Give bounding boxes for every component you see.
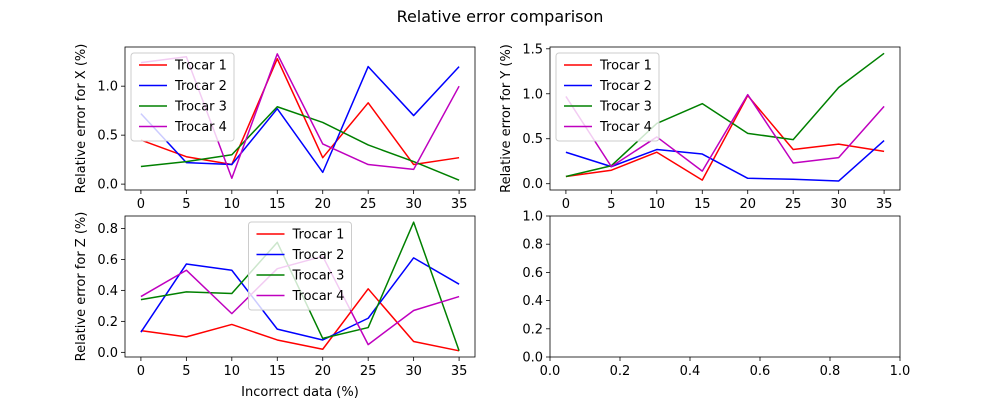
y-axis-label-y: Relative error for Y (%) [499, 44, 514, 193]
legend-label-z-trocar-2: Trocar 2 [292, 248, 345, 263]
y-tick-label-empty: 0.8 [522, 238, 543, 253]
legend-z: Trocar 1 Trocar 2 Trocar 3 Trocar 4 [249, 222, 352, 310]
y-axis-label-x: Relative error for X (%) [74, 44, 89, 194]
y-tick-label-z: 0.0 [97, 346, 118, 361]
x-tick-label-z: 25 [360, 364, 377, 379]
x-tick-label-empty: 1.0 [890, 364, 911, 379]
figure-suptitle: Relative error comparison [397, 7, 604, 26]
x-tick-label-z: 10 [224, 364, 241, 379]
legend-label-z-trocar-1: Trocar 1 [292, 228, 345, 243]
x-tick-label-y: 0 [562, 197, 570, 212]
x-tick-label-x: 20 [314, 197, 331, 212]
x-tick-label-y: 30 [830, 197, 847, 212]
legend-label-y-trocar-1: Trocar 1 [599, 59, 652, 74]
y-tick-label-empty: 0.6 [522, 266, 543, 281]
x-tick-label-z: 0 [137, 364, 145, 379]
x-tick-label-y: 35 [876, 197, 893, 212]
x-tick-label-x: 30 [405, 197, 422, 212]
legend-label-y-trocar-4: Trocar 4 [599, 120, 652, 135]
y-tick-label-x: 1.0 [97, 80, 118, 95]
x-axis-label-z: Incorrect data (%) [241, 385, 359, 400]
y-tick-label-x: 0.0 [97, 178, 118, 193]
x-tick-label-z: 15 [269, 364, 286, 379]
x-tick-label-y: 20 [739, 197, 756, 212]
x-tick-label-empty: 0.4 [680, 364, 701, 379]
y-tick-label-empty: 0.4 [522, 294, 543, 309]
x-tick-label-y: 25 [785, 197, 802, 212]
legend-label-x-trocar-1: Trocar 1 [174, 59, 227, 74]
x-tick-label-empty: 0.0 [540, 364, 561, 379]
y-tick-label-y: 0.5 [522, 132, 543, 147]
x-tick-label-empty: 0.6 [750, 364, 771, 379]
y-tick-label-z: 0.6 [97, 253, 118, 268]
x-tick-label-y: 15 [694, 197, 711, 212]
x-tick-label-z: 30 [405, 364, 422, 379]
y-tick-label-z: 0.2 [97, 315, 118, 330]
x-tick-label-x: 15 [269, 197, 286, 212]
x-tick-label-z: 20 [314, 364, 331, 379]
x-tick-label-empty: 0.8 [820, 364, 841, 379]
y-tick-label-empty: 1.0 [522, 210, 543, 225]
legend-label-z-trocar-4: Trocar 4 [292, 289, 345, 304]
legend-label-y-trocar-2: Trocar 2 [599, 79, 652, 94]
legend-x: Trocar 1 Trocar 2 Trocar 3 Trocar 4 [131, 53, 234, 141]
y-tick-label-y: 0.0 [522, 177, 543, 192]
x-tick-label-x: 10 [224, 197, 241, 212]
x-tick-label-x: 5 [182, 197, 190, 212]
y-tick-label-y: 1.0 [522, 87, 543, 102]
y-tick-label-x: 0.5 [97, 129, 118, 144]
legend-label-x-trocar-3: Trocar 3 [174, 100, 227, 115]
y-tick-label-empty: 0.2 [522, 322, 543, 337]
legend-y: Trocar 1 Trocar 2 Trocar 3 Trocar 4 [556, 53, 659, 141]
y-tick-label-y: 1.5 [522, 42, 543, 57]
x-tick-label-x: 25 [360, 197, 377, 212]
x-tick-label-empty: 0.2 [610, 364, 631, 379]
y-tick-label-z: 0.4 [97, 284, 118, 299]
x-tick-label-y: 5 [607, 197, 615, 212]
legend-label-x-trocar-4: Trocar 4 [174, 120, 227, 135]
x-tick-label-z: 35 [451, 364, 468, 379]
y-tick-label-z: 0.8 [97, 222, 118, 237]
x-tick-label-y: 10 [649, 197, 666, 212]
legend-label-y-trocar-3: Trocar 3 [599, 100, 652, 115]
legend-label-x-trocar-2: Trocar 2 [174, 79, 227, 94]
y-tick-label-empty: 0.0 [522, 351, 543, 366]
legend-label-z-trocar-3: Trocar 3 [292, 269, 345, 284]
x-tick-label-x: 35 [451, 197, 468, 212]
y-axis-label-z: Relative error for Z (%) [74, 212, 89, 362]
x-tick-label-z: 5 [182, 364, 190, 379]
x-tick-label-x: 0 [137, 197, 145, 212]
